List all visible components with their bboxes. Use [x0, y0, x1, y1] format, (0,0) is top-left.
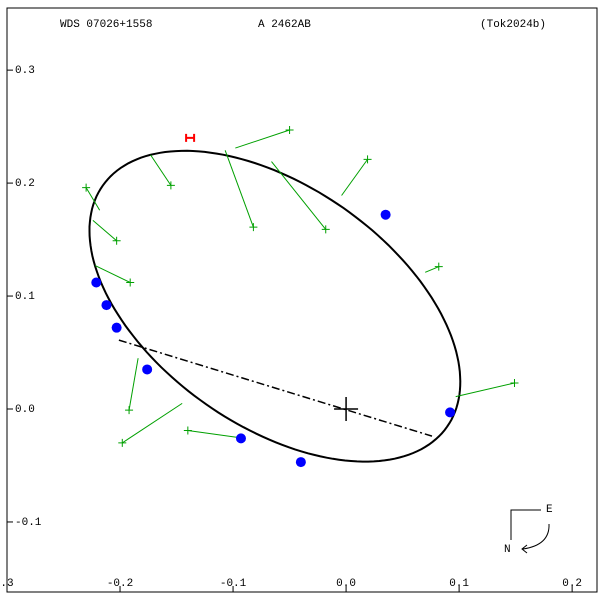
visual-point [118, 438, 127, 447]
y-tick-label: 0.0 [15, 404, 35, 416]
residual [187, 429, 237, 438]
residual [128, 358, 139, 411]
header-ref: (Tok2024b) [480, 19, 546, 31]
residual [224, 150, 254, 228]
residual [85, 187, 101, 211]
residual [150, 154, 172, 186]
speckle-point [101, 300, 112, 311]
marker [185, 133, 196, 142]
visual-point [183, 426, 192, 435]
visual-point [125, 406, 134, 415]
y-tick-label: 0.3 [15, 65, 35, 77]
compass-axes [510, 509, 541, 540]
speckle-point [111, 322, 122, 333]
visual-point [285, 125, 294, 134]
visual-point [434, 262, 443, 271]
residual [425, 266, 439, 273]
speckle-point [295, 457, 306, 468]
visual-point [126, 278, 135, 287]
visual-point [321, 225, 330, 234]
compass-arrow [521, 523, 550, 554]
visual-point [82, 183, 91, 192]
x-tick-label: -0.1 [220, 578, 247, 590]
y-tick-label: 0.2 [15, 178, 35, 190]
y-tick-label: 0.1 [15, 291, 35, 303]
compass-e: E [546, 504, 553, 516]
x-tick-label: 0.1 [449, 578, 469, 590]
residual [94, 265, 131, 283]
residual [92, 219, 117, 242]
residual [455, 382, 515, 398]
speckle-point [91, 277, 102, 288]
speckle-point [235, 433, 246, 444]
speckle-point [142, 364, 153, 375]
header-id: WDS 07026+1558 [60, 19, 152, 31]
frame [6, 7, 598, 593]
visual-point [166, 181, 175, 190]
speckle-point [445, 407, 456, 418]
residual [235, 129, 290, 149]
x-tick-label: -0.2 [107, 578, 133, 590]
x-tick-label: 0.2 [562, 578, 582, 590]
header-name: A 2462AB [258, 19, 311, 31]
compass-n: N [504, 544, 511, 556]
compass [510, 509, 550, 554]
x-tick-label: .3 [0, 578, 13, 590]
speckle-point [380, 209, 391, 220]
orbit [88, 149, 462, 463]
visual-point [363, 155, 372, 164]
residual [271, 161, 327, 230]
visual-point [112, 236, 121, 245]
line-of-nodes [118, 339, 433, 437]
x-tick-label: 0.0 [336, 578, 356, 590]
visual-point [510, 379, 519, 388]
y-tick-label: -0.1 [15, 517, 42, 529]
residual [341, 159, 368, 196]
residual [122, 402, 183, 444]
visual-point [249, 223, 258, 232]
